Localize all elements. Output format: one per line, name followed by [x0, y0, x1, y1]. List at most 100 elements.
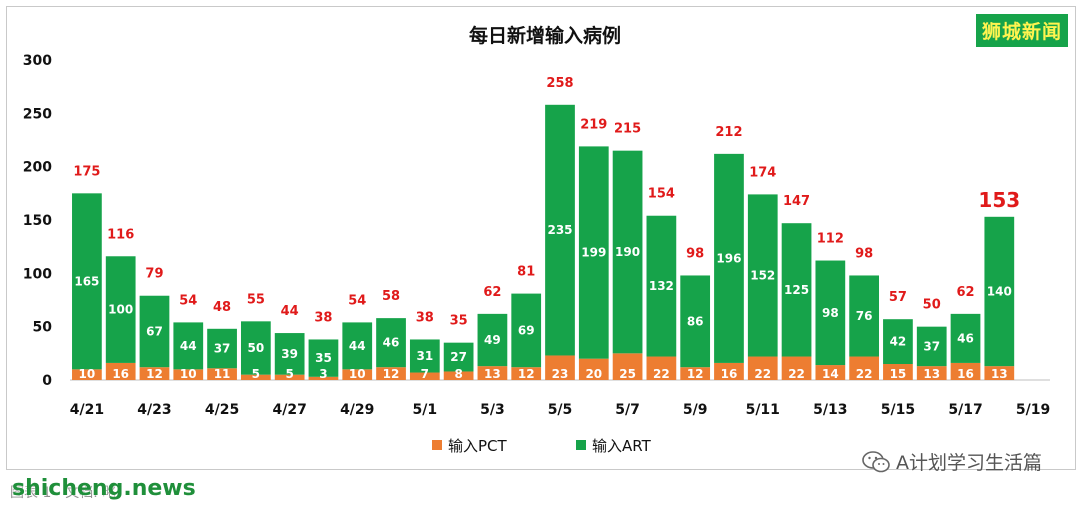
- bar-segment-art: [646, 215, 677, 357]
- data-label-pct: 22: [788, 367, 805, 381]
- bar-segment-art: [477, 313, 508, 367]
- data-label-total: 215: [614, 122, 641, 137]
- bar-segment-pct: [477, 366, 508, 380]
- data-label-total: 174: [749, 165, 776, 180]
- data-label-art: 190: [615, 245, 640, 259]
- data-label-total: 147: [783, 194, 810, 209]
- legend-label: 输入PCT: [448, 437, 508, 455]
- data-label-art: 44: [180, 339, 197, 353]
- bar-segment-pct: [984, 366, 1015, 380]
- bar-segment-pct: [815, 365, 846, 380]
- bar-segment-art: [105, 256, 136, 363]
- bar-segment-pct: [714, 362, 744, 380]
- x-tick-label: 4/25: [205, 402, 239, 418]
- data-label-pct: 22: [653, 367, 670, 381]
- data-label-art: 50: [248, 341, 265, 355]
- site-watermark: shicheng.news: [12, 476, 196, 501]
- data-label-total: 79: [145, 267, 163, 282]
- bar-segment-pct: [207, 368, 237, 380]
- bar-segment-pct: [105, 362, 136, 380]
- data-label-art: 49: [484, 333, 501, 347]
- data-label-pct: 3: [319, 367, 327, 381]
- data-label-total: 54: [179, 293, 197, 308]
- x-tick-label: 5/15: [881, 402, 915, 418]
- data-label-art: 67: [146, 324, 163, 338]
- bar-segment-art: [72, 193, 102, 370]
- data-label-total: 54: [348, 293, 366, 308]
- data-label-art: 100: [108, 303, 133, 317]
- data-label-art: 37: [923, 339, 940, 353]
- data-label-total: 258: [546, 76, 573, 91]
- data-label-art: 98: [822, 306, 839, 320]
- bar-segment-pct: [612, 353, 643, 380]
- x-tick-label: 5/19: [1016, 402, 1050, 418]
- data-label-pct: 23: [552, 367, 569, 381]
- x-tick-label: 5/3: [480, 402, 505, 418]
- data-label-total: 55: [247, 292, 265, 307]
- data-label-art: 69: [518, 323, 535, 337]
- data-label-total: 175: [73, 164, 100, 179]
- bar-segment-pct: [646, 356, 677, 380]
- x-tick-label: 5/13: [813, 402, 847, 418]
- data-label-total: 44: [281, 304, 299, 319]
- bar-segment-pct: [240, 374, 271, 380]
- data-label-pct: 12: [687, 367, 704, 381]
- data-label-total: 154: [648, 187, 675, 202]
- y-tick-label: 0: [42, 373, 52, 389]
- bar-segment-art: [342, 322, 373, 370]
- data-label-pct: 10: [180, 367, 197, 381]
- data-label-total: 35: [450, 314, 468, 329]
- bar-segment-pct: [376, 367, 406, 380]
- data-label-art: 37: [214, 342, 231, 356]
- data-label-art: 44: [349, 339, 366, 353]
- data-label-art: 27: [450, 350, 467, 364]
- x-tick-label: 5/7: [615, 402, 640, 418]
- data-label-art: 46: [383, 336, 400, 350]
- bar-segment-art: [781, 223, 812, 357]
- bar-segment-art: [376, 318, 406, 368]
- data-label-pct: 11: [214, 367, 231, 381]
- bar-segment-art: [409, 339, 440, 373]
- legend: 输入PCT 输入ART: [432, 437, 652, 455]
- data-label-pct: 14: [822, 367, 839, 381]
- x-tick-label: 4/29: [340, 402, 374, 418]
- bar-segment-art: [883, 319, 913, 364]
- data-label-total: 62: [956, 285, 974, 300]
- bar-segment-pct: [950, 362, 981, 380]
- x-tick-label: 4/21: [70, 402, 104, 418]
- bar-segment-art: [545, 104, 575, 356]
- data-label-art: 152: [750, 268, 775, 282]
- data-label-pct: 5: [285, 367, 293, 381]
- bar-segment-art: [950, 313, 981, 363]
- data-label-art: 86: [687, 314, 704, 328]
- bar-segment-art: [578, 146, 609, 359]
- bar-segment-art: [849, 275, 880, 357]
- data-label-pct: 13: [991, 367, 1008, 381]
- bar-segment-art: [443, 342, 474, 372]
- data-label-pct: 10: [79, 367, 96, 381]
- data-label-art: 165: [74, 274, 99, 288]
- bar-segment-art: [173, 322, 204, 370]
- data-label-art: 39: [281, 347, 298, 361]
- bar-segment-pct: [139, 367, 170, 380]
- legend-label: 输入ART: [592, 437, 652, 455]
- data-label-art: 42: [890, 335, 907, 349]
- data-label-total: 219: [580, 117, 607, 132]
- bar-segment-art: [511, 293, 542, 368]
- y-tick-label: 300: [23, 53, 52, 69]
- bar-segment-art: [240, 321, 271, 375]
- data-label-pct: 15: [890, 367, 907, 381]
- bar-segment-pct: [308, 376, 339, 380]
- bar-segment-art: [680, 275, 711, 368]
- data-label-total: 38: [314, 310, 332, 325]
- bar-segment-pct: [274, 374, 305, 380]
- bars-group: 1016517516100116126779104454113748550555…: [72, 76, 1020, 381]
- bar-segment-pct: [443, 371, 474, 380]
- x-tick-label: 5/17: [948, 402, 982, 418]
- data-label-art: 46: [957, 331, 974, 345]
- x-tick-label: 5/11: [746, 402, 780, 418]
- data-label-total: 81: [517, 265, 535, 280]
- data-label-pct: 20: [585, 367, 602, 381]
- data-label-total: 62: [483, 285, 501, 300]
